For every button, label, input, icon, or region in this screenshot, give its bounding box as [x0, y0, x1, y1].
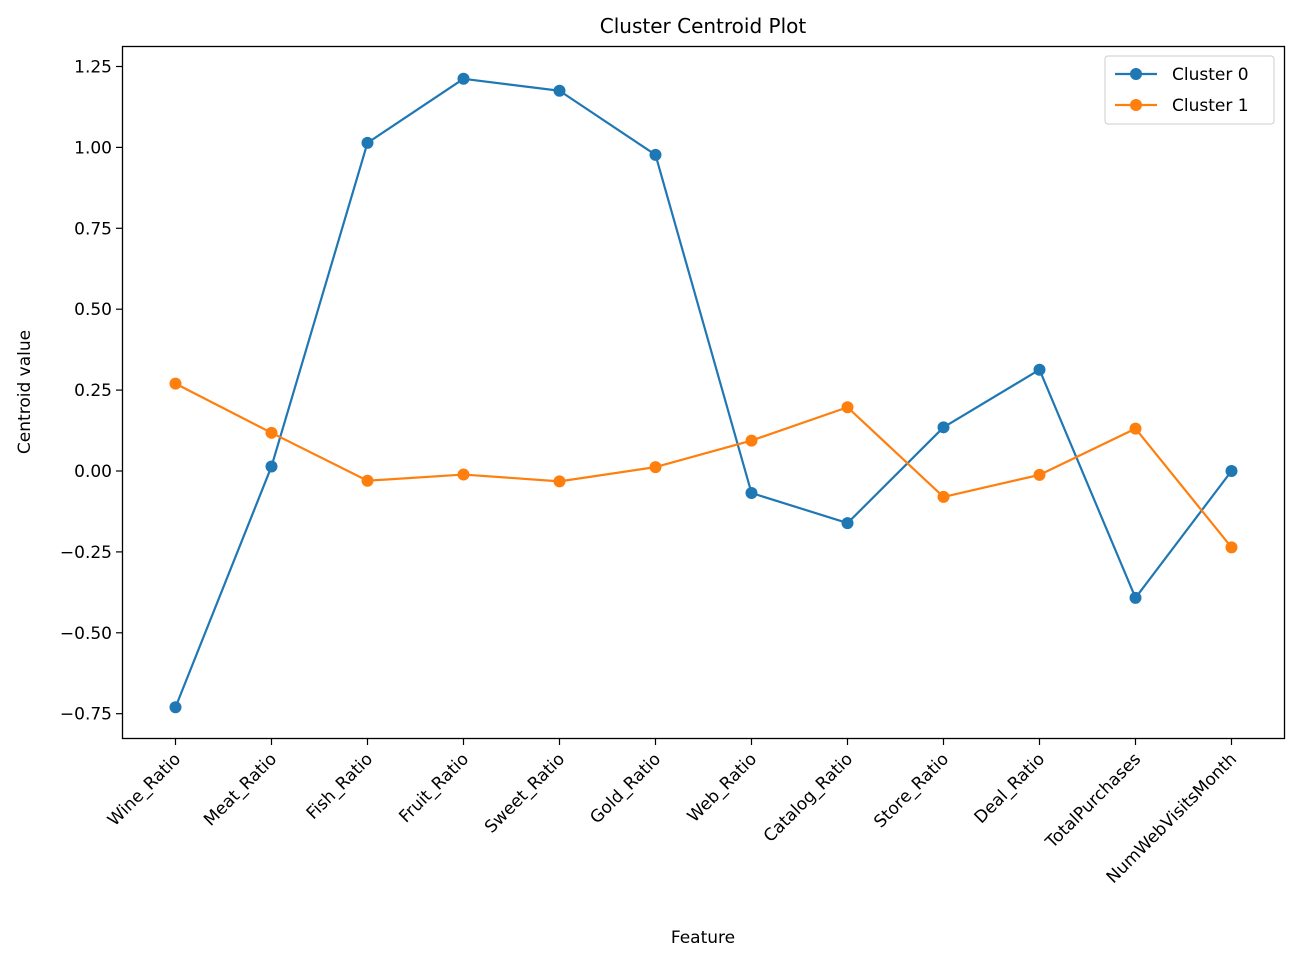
x-tick-label: Gold_Ratio — [586, 749, 665, 828]
plot-frame — [121, 45, 1286, 740]
x-tick-label: Sweet_Ratio — [481, 749, 569, 837]
data-point-cluster-0 — [265, 460, 278, 473]
data-point-cluster-0 — [649, 148, 662, 161]
x-tick-label: Meat_Ratio — [200, 749, 281, 830]
x-tick-label: Store_Ratio — [870, 749, 953, 832]
data-point-cluster-1 — [745, 434, 758, 447]
data-point-cluster-1 — [265, 426, 278, 439]
data-point-cluster-1 — [1129, 422, 1142, 435]
data-point-cluster-0 — [745, 487, 758, 500]
data-point-cluster-0 — [169, 701, 182, 714]
legend: Cluster 0 Cluster 1 — [1104, 55, 1275, 125]
data-point-cluster-1 — [1033, 468, 1046, 481]
y-axis-title: Centroid value — [15, 330, 35, 454]
data-point-cluster-1 — [169, 377, 182, 390]
series-line-cluster-0 — [174, 77, 1233, 708]
y-tick-label: 0.50 — [74, 300, 112, 320]
x-tick-label: Fruit_Ratio — [395, 749, 473, 827]
data-point-cluster-0 — [1129, 591, 1142, 604]
legend-swatch-marker — [1130, 99, 1142, 111]
x-tick-label: Wine_Ratio — [104, 749, 185, 830]
data-point-cluster-1 — [649, 461, 662, 474]
data-point-cluster-1 — [937, 490, 950, 503]
data-point-cluster-0 — [1033, 363, 1046, 376]
data-point-cluster-1 — [457, 468, 470, 481]
legend-label: Cluster 1 — [1172, 96, 1249, 116]
y-axis-ticks: −0.75 −0.50 −0.25 0.00 0.25 0.50 0.75 1.00 1.25 — [60, 58, 123, 725]
x-tick-label: TotalPurchases — [1041, 749, 1145, 853]
x-axis-ticks: Wine_Ratio Meat_Ratio Fish_Ratio Fruit_Rati… — [104, 738, 1241, 888]
y-tick-label: −0.50 — [60, 624, 112, 644]
y-tick-label: 1.00 — [74, 138, 112, 158]
legend-items: Cluster 0 Cluster 1 — [1115, 65, 1249, 116]
y-tick-label: −0.25 — [60, 543, 112, 563]
series-line-cluster-1 — [174, 382, 1233, 549]
y-tick-label: 0.00 — [74, 462, 112, 482]
y-tick-label: 0.75 — [74, 219, 112, 239]
data-point-cluster-1 — [361, 474, 374, 487]
y-tick-label: 0.25 — [74, 381, 112, 401]
y-tick-label: −0.75 — [60, 705, 112, 725]
data-point-cluster-1 — [553, 475, 566, 488]
data-point-cluster-0 — [1225, 465, 1238, 477]
series-lines — [169, 72, 1238, 714]
x-tick-label: Fish_Ratio — [303, 749, 377, 823]
legend-swatch-marker — [1130, 68, 1142, 80]
x-tick-label: Catalog_Ratio — [760, 749, 857, 846]
x-tick-label: Web_Ratio — [684, 749, 761, 826]
chart-title: Cluster Centroid Plot — [600, 14, 807, 38]
x-tick-label: Deal_Ratio — [971, 749, 1049, 827]
data-point-cluster-0 — [553, 84, 566, 97]
data-point-cluster-0 — [457, 72, 470, 85]
legend-label: Cluster 0 — [1172, 65, 1249, 85]
data-point-cluster-0 — [841, 517, 854, 530]
x-axis-title: Feature — [671, 928, 735, 948]
data-point-cluster-1 — [1225, 541, 1238, 554]
y-tick-label: 1.25 — [74, 58, 112, 78]
data-point-cluster-1 — [841, 401, 854, 414]
data-point-cluster-0 — [361, 136, 374, 149]
data-point-cluster-0 — [937, 421, 950, 434]
